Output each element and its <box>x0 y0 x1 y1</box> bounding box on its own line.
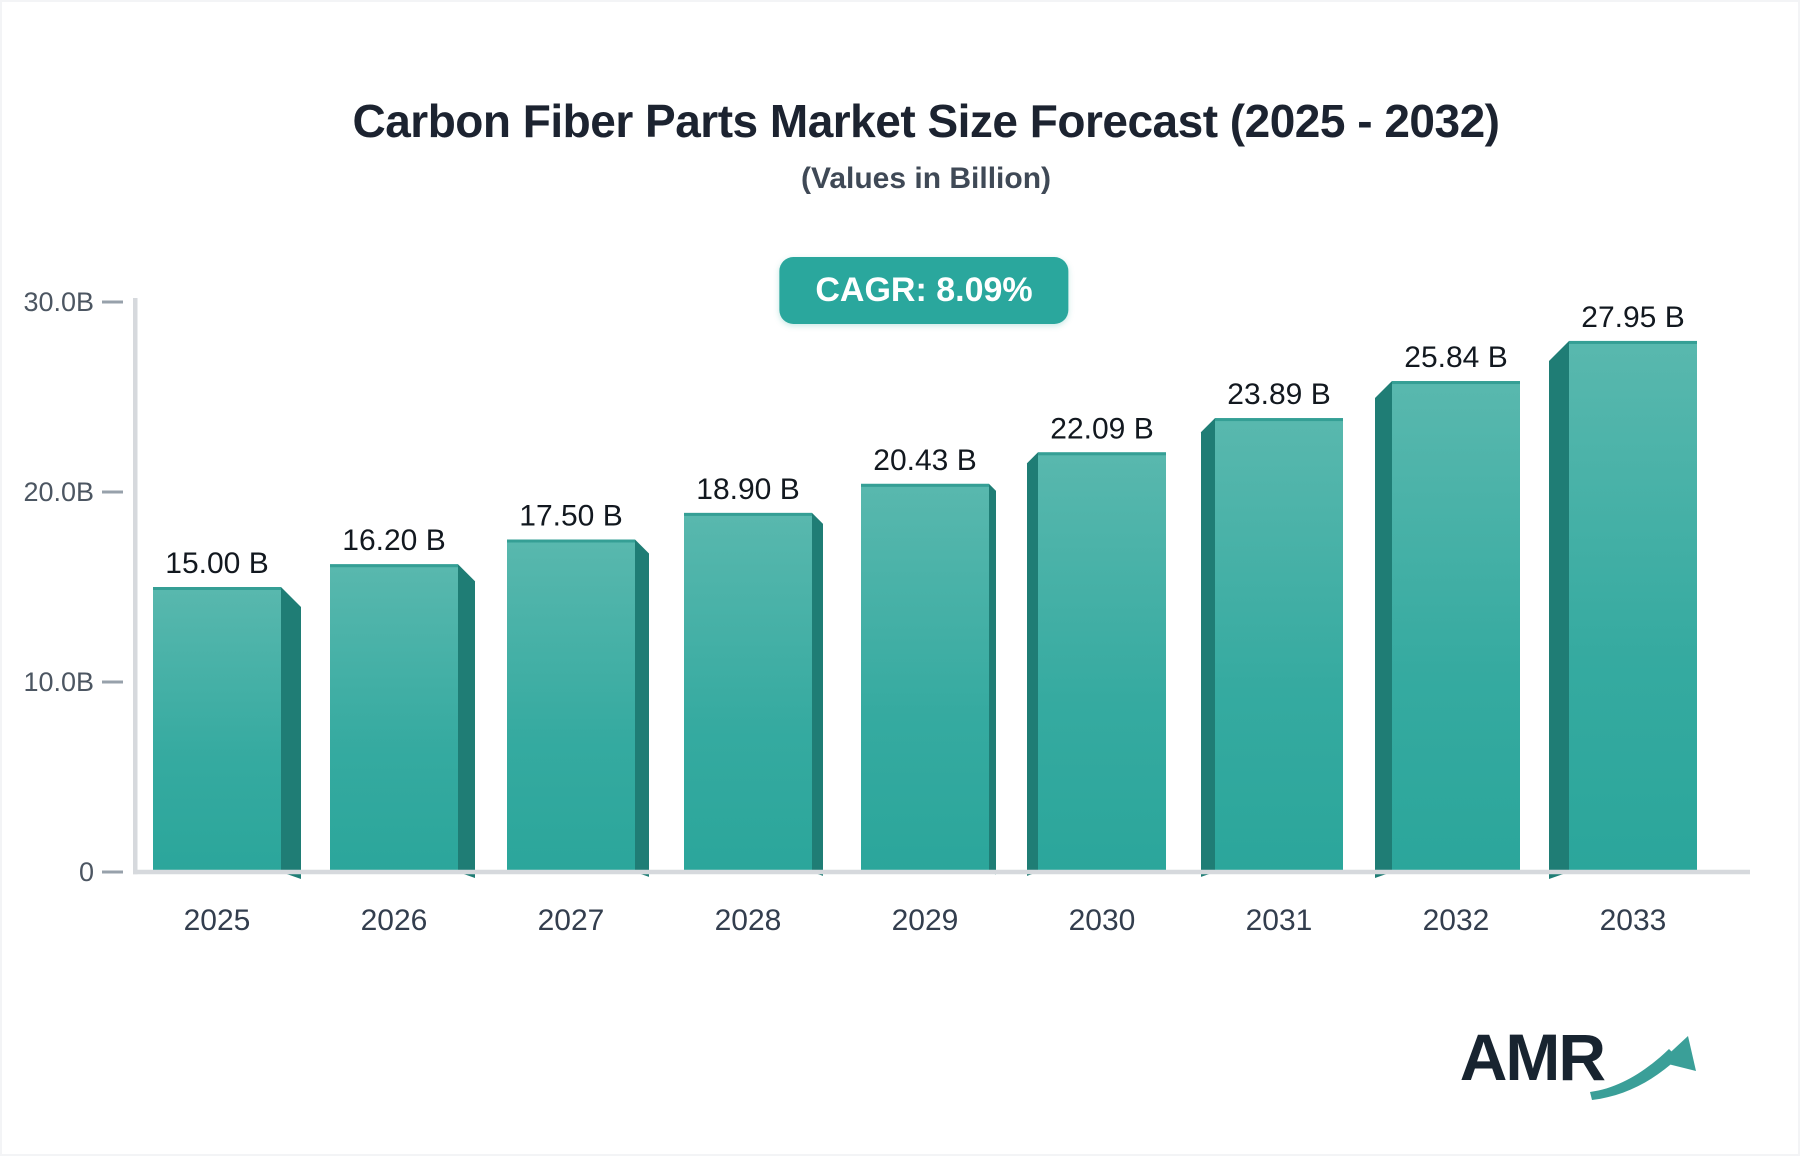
y-tick-dash <box>102 490 123 494</box>
bar-top-rim <box>507 539 635 543</box>
bar-2032[interactable]: 25.84 B 2032 <box>1375 341 1520 937</box>
bar-side-face <box>458 564 475 878</box>
bar-2030[interactable]: 22.09 B 2030 <box>1027 412 1166 937</box>
bar-front-face <box>684 512 812 872</box>
amr-logo-text: AMR <box>1459 1020 1606 1094</box>
growth-arrow-icon <box>1590 1036 1696 1100</box>
bar-2031[interactable]: 23.89 B 2031 <box>1201 378 1343 937</box>
bar-value-label: 18.90 B <box>696 473 799 506</box>
bar-value-label: 23.89 B <box>1227 378 1330 411</box>
y-axis-line <box>133 298 138 875</box>
bar-2025[interactable]: 15.00 B 2025 <box>153 547 301 937</box>
x-axis-label-2025: 2025 <box>184 904 251 937</box>
bar-value-label: 16.20 B <box>342 524 445 557</box>
bar-value-label: 27.95 B <box>1581 301 1684 334</box>
bar-front-face <box>1038 452 1166 872</box>
bar-side-face <box>1027 452 1038 876</box>
x-axis-label-2028: 2028 <box>715 904 782 937</box>
bar-top-rim <box>861 483 989 487</box>
bar-value-label: 22.09 B <box>1050 412 1153 445</box>
y-axis-label-3: 30.0B <box>23 287 94 317</box>
bar-side-face <box>281 587 301 879</box>
bar-side-face <box>989 483 996 875</box>
chart-subtitle: (Values in Billion) <box>800 162 1052 195</box>
bar-top-rim <box>1215 418 1343 422</box>
bar-side-face <box>1201 418 1215 877</box>
y-tick-dash <box>102 680 123 684</box>
bar-top-rim <box>1569 340 1697 344</box>
x-axis-label-2033: 2033 <box>1600 904 1667 937</box>
x-axis-line <box>133 869 1750 875</box>
bar-top-rim <box>153 587 281 590</box>
x-axis-label-2032: 2032 <box>1423 904 1490 937</box>
bar-side-face <box>1549 340 1569 879</box>
y-axis-label-2: 20.0B <box>23 477 94 507</box>
x-axis-label-2027: 2027 <box>538 904 605 937</box>
y-tick-dash <box>102 870 123 874</box>
chart-title: Carbon Fiber Parts Market Size Forecast … <box>352 95 1500 147</box>
bar-side-face <box>1375 381 1392 878</box>
bar-value-label: 15.00 B <box>165 547 268 580</box>
bar-front-face <box>1392 381 1520 872</box>
bar-side-face <box>635 539 649 877</box>
bar-front-face <box>1215 418 1343 872</box>
bar-front-face <box>330 564 458 872</box>
bar-front-face <box>1569 340 1697 872</box>
bar-side-face <box>812 512 823 876</box>
x-axis-label-2026: 2026 <box>361 904 428 937</box>
bar-top-rim <box>330 564 458 568</box>
bar-top-rim <box>684 512 812 516</box>
x-axis-label-2029: 2029 <box>892 904 959 937</box>
cagr-badge: CAGR: 8.09% <box>779 257 1069 324</box>
x-axis-label-2030: 2030 <box>1069 904 1136 937</box>
bar-front-face <box>153 587 281 872</box>
x-axis-label-2031: 2031 <box>1246 904 1313 937</box>
y-axis-label-0: 0 <box>79 857 94 887</box>
bar-front-face <box>861 483 989 872</box>
bar-2026[interactable]: 16.20 B 2026 <box>330 524 475 937</box>
bar-2029[interactable]: 20.43 B 2029 <box>861 444 996 937</box>
bar-value-label: 25.84 B <box>1404 341 1507 374</box>
bar-value-label: 17.50 B <box>519 500 622 533</box>
bar-2027[interactable]: 17.50 B 2027 <box>507 500 649 938</box>
bar-2028[interactable]: 18.90 B 2028 <box>684 473 823 937</box>
bar-top-rim <box>1392 381 1520 385</box>
bar-top-rim <box>1038 452 1166 456</box>
amr-logo: AMR <box>1460 1024 1702 1110</box>
y-tick-dash <box>102 300 123 304</box>
bar-front-face <box>507 539 635 872</box>
bar-2033[interactable]: 27.95 B 2033 <box>1549 301 1697 937</box>
y-axis-label-1: 10.0B <box>23 667 94 697</box>
bar-value-label: 20.43 B <box>873 444 976 477</box>
